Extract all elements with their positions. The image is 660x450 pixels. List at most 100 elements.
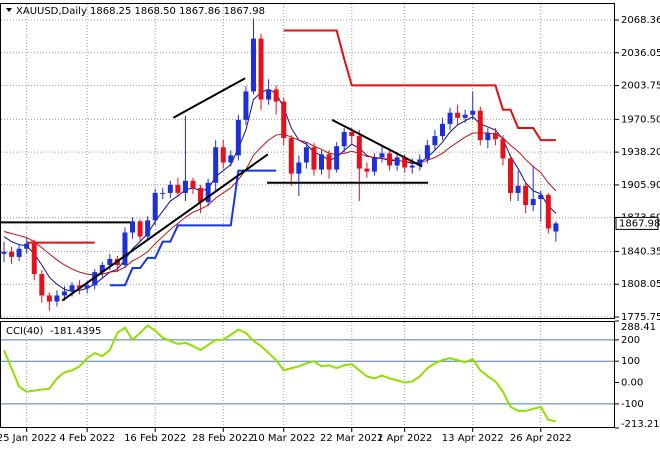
candle-body: [235, 119, 241, 156]
candle-body: [190, 180, 196, 188]
candle-body: [167, 184, 173, 193]
candle-body: [538, 194, 544, 200]
candle-body: [341, 132, 347, 147]
candle-body: [198, 187, 204, 203]
candle-body: [417, 159, 423, 166]
candle-body: [99, 264, 105, 273]
cci-frame: [0, 321, 615, 428]
menu-icon: [6, 8, 12, 12]
candle-body: [228, 155, 234, 163]
candle-body: [1, 251, 7, 254]
candle-body: [508, 158, 514, 193]
x-tick-label: 28 Feb 2022: [192, 433, 254, 444]
candle-body: [54, 295, 60, 302]
y-tick-label: 2003.75: [621, 81, 660, 92]
x-tick-label: 16 Feb 2022: [124, 433, 186, 444]
candle-body: [84, 285, 90, 289]
cci-tick-label: 0.00: [621, 378, 643, 389]
x-tick-label: 25 Jan 2022: [0, 433, 57, 444]
cci-tick-label: 100: [621, 356, 640, 367]
candle-body: [356, 136, 362, 169]
candle-body: [281, 101, 287, 139]
candle-body: [439, 123, 445, 137]
candle-body: [311, 147, 317, 170]
y-tick-label: 2036.05: [621, 48, 660, 59]
candle-body: [432, 136, 438, 146]
y-tick-label: 1970.50: [621, 114, 660, 125]
candle-body: [77, 285, 83, 289]
indicator-line: [283, 29, 556, 142]
candle-body: [303, 147, 309, 163]
candle-body: [182, 180, 188, 193]
candle-body: [61, 291, 67, 296]
y-tick-label: 2068.36: [621, 15, 660, 26]
candle-body: [243, 91, 249, 120]
x-tick-label: 26 Apr 2022: [510, 433, 572, 444]
plot-area: [0, 4, 615, 428]
candle-body: [364, 168, 370, 172]
cci-line: [3, 324, 557, 423]
candle-body: [530, 199, 536, 206]
symbol-title: XAUUSD,Daily: [16, 6, 87, 17]
candle-body: [46, 295, 52, 302]
candle-body: [455, 112, 461, 118]
candle-body: [387, 153, 393, 166]
candle-body: [130, 221, 136, 233]
x-tick-label: 22 Mar 2022: [320, 433, 383, 444]
cci-name: CCI(40): [6, 326, 44, 337]
candle-body: [409, 165, 415, 168]
y-tick-label: 1840.35: [621, 246, 660, 257]
candle-body: [492, 133, 498, 140]
candle-body: [515, 185, 521, 193]
y-tick-label: 1775.75: [621, 312, 660, 323]
candle-body: [296, 162, 302, 174]
candle-body: [273, 89, 279, 102]
candle-body: [394, 157, 400, 166]
candle-body: [250, 38, 256, 92]
candle-body: [371, 157, 377, 172]
indicator-line: [109, 169, 277, 287]
candle-body: [122, 232, 128, 265]
cci-tick-label: 288.41: [621, 322, 656, 333]
candle-body: [349, 132, 355, 137]
candle-body: [485, 133, 491, 141]
candle-body: [39, 274, 45, 296]
trendline: [172, 77, 246, 119]
current-price: 1867.98: [619, 218, 660, 229]
candle-body: [470, 110, 476, 115]
candle-body: [326, 154, 332, 170]
cci-value: -181.4395: [50, 326, 101, 337]
header-prices: 1868.25 1868.50 1867.86 1867.98: [90, 6, 265, 17]
price-frame: [0, 3, 615, 319]
x-tick-label: 13 Apr 2022: [442, 433, 504, 444]
candle-body: [213, 147, 219, 183]
candle-body: [545, 194, 551, 229]
candle-body: [145, 220, 151, 237]
candle-body: [447, 112, 453, 124]
candle-body: [379, 153, 385, 158]
x-tick-label: 10 Mar 2022: [252, 433, 315, 444]
candle-body: [266, 89, 272, 100]
candle-body: [334, 146, 340, 170]
candle-body: [160, 192, 166, 194]
candle-body: [477, 110, 483, 141]
candle-body: [424, 145, 430, 160]
candle-body: [402, 157, 408, 168]
price-box: [615, 216, 659, 230]
candle-body: [288, 138, 294, 174]
cci-tick-label: -100: [621, 399, 644, 410]
candle-body: [152, 192, 158, 221]
y-tick-label: 1905.90: [621, 180, 660, 191]
trendline: [331, 118, 423, 168]
candle-body: [175, 184, 181, 193]
candle-body: [523, 185, 529, 206]
candle-body: [319, 154, 325, 170]
candle-body: [205, 182, 211, 203]
candle-body: [462, 114, 468, 118]
y-tick-label: 1938.20: [621, 147, 660, 158]
y-tick-label: 1808.05: [621, 279, 660, 290]
candle-body: [500, 139, 506, 159]
candle-body: [69, 285, 75, 292]
